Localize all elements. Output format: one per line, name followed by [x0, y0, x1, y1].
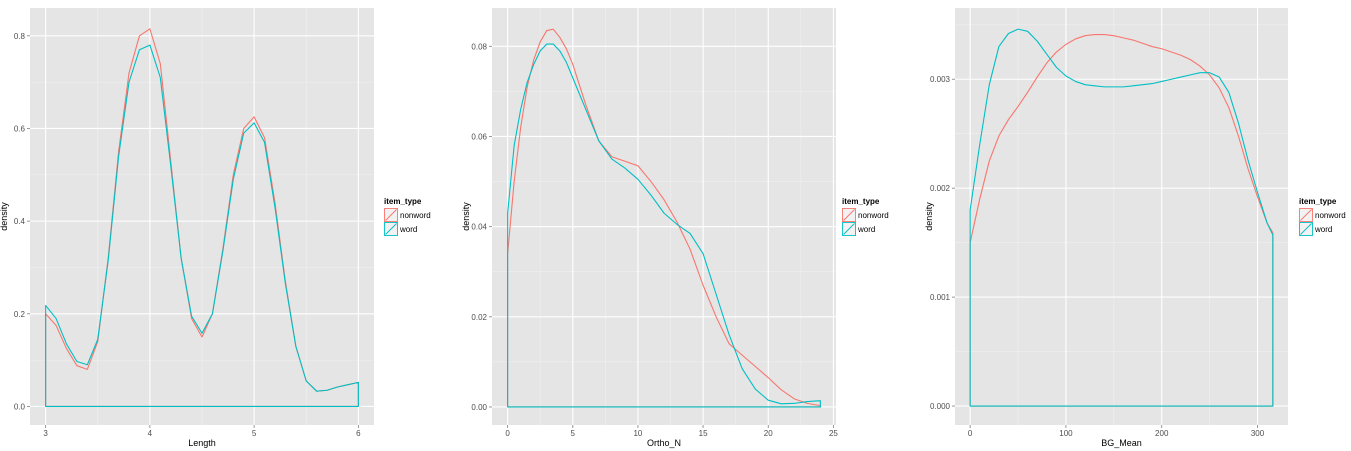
y-tick-label: 0.4 — [14, 217, 26, 226]
y-axis-title: density — [0, 202, 9, 231]
density-line-word — [507, 43, 821, 408]
y-tick-label: 0.8 — [14, 32, 26, 41]
y-tick-label: 0.6 — [14, 124, 26, 133]
legend-key-line-word — [385, 223, 397, 235]
x-axis-title: Length — [188, 438, 216, 448]
legend-label-nonword: nonword — [858, 211, 889, 220]
chart-panel-ortho-n: 0 5 10 15 20 25 0.00 0.02 0.04 0.06 0.08 Ortho_N den… — [461, 8, 889, 448]
x-tick-label: 0 — [505, 429, 510, 438]
legend-key-line-nonword — [385, 209, 397, 221]
x-tick-label: 300 — [1251, 429, 1265, 438]
y-tick-label: 0.02 — [471, 313, 487, 322]
y-tick-label: 0.2 — [14, 310, 26, 319]
x-axis-title: BG_Mean — [1101, 438, 1142, 448]
legend-label-nonword: nonword — [400, 211, 431, 220]
y-tick-label: 0.001 — [930, 293, 951, 302]
legend-title: item_type — [384, 197, 422, 206]
x-tick-label: 4 — [148, 429, 153, 438]
y-tick-label: 0.002 — [930, 184, 951, 193]
legend-label-word: word — [1314, 225, 1332, 234]
x-tick-label: 25 — [829, 429, 838, 438]
x-tick-label: 3 — [43, 429, 48, 438]
legend-title: item_type — [1299, 197, 1337, 206]
legend-key-line-nonword — [843, 209, 855, 221]
x-tick-label: 20 — [764, 429, 773, 438]
legend-title: item_type — [842, 197, 880, 206]
panel-background — [955, 8, 1288, 425]
legend-label-nonword: nonword — [1315, 211, 1346, 220]
chart-panel-bg-mean: 0 100 200 300 0.000 0.001 0.002 0.003 BG_Mean den… — [924, 8, 1346, 448]
x-tick-label: 5 — [571, 429, 576, 438]
y-axis-title: density — [461, 202, 471, 231]
density-line-word — [45, 44, 359, 408]
y-tick-label: 0.003 — [930, 75, 951, 84]
y-tick-label: 0.06 — [471, 132, 487, 141]
chart-panel-length: 3 4 5 6 0.0 0.2 0.4 0.6 0.8 Length density item_typ… — [0, 8, 431, 448]
y-tick-label: 0.000 — [930, 402, 951, 411]
y-tick-label: 0.04 — [471, 223, 487, 232]
x-tick-label: 6 — [356, 429, 361, 438]
density-line-nonword — [507, 28, 821, 408]
x-tick-label: 10 — [633, 429, 642, 438]
density-line-word — [969, 28, 1274, 407]
x-tick-label: 5 — [252, 429, 257, 438]
y-axis-title: density — [924, 202, 934, 231]
legend-label-word: word — [857, 225, 875, 234]
legend-key-line-word — [1300, 223, 1312, 235]
legend-key-line-nonword — [1300, 209, 1312, 221]
x-tick-label: 100 — [1059, 429, 1073, 438]
panel-background — [492, 8, 836, 425]
legend-label-word: word — [399, 225, 417, 234]
y-tick-label: 0.00 — [471, 403, 487, 412]
x-tick-label: 15 — [699, 429, 708, 438]
x-tick-label: 0 — [968, 429, 973, 438]
y-tick-label: 0.08 — [471, 42, 487, 51]
y-tick-label: 0.0 — [14, 402, 26, 411]
x-axis-title: Ortho_N — [647, 438, 681, 448]
legend-key-line-word — [843, 223, 855, 235]
density-line-nonword — [969, 34, 1274, 407]
x-tick-label: 200 — [1155, 429, 1169, 438]
